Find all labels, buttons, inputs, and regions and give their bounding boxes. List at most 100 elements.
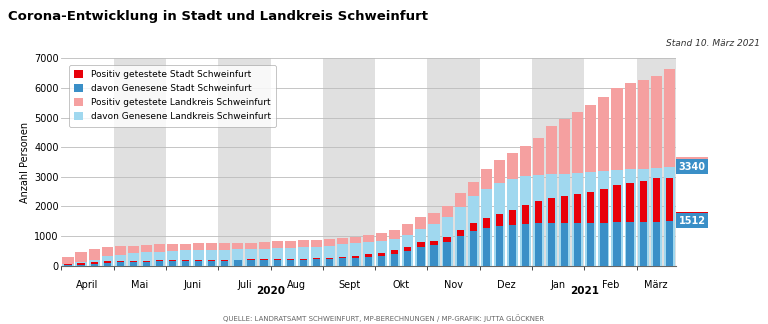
Legend: Positiv getestete Stadt Schweinfurt, davon Genesene Stadt Schweinfurt, Positiv g: Positiv getestete Stadt Schweinfurt, dav… [69,65,276,127]
Bar [378,253,386,266]
Bar [208,260,215,266]
Bar [415,216,426,266]
Bar [481,189,492,266]
Bar [286,259,294,266]
Text: Feb: Feb [602,281,619,291]
Bar [650,168,662,266]
Bar [496,214,503,266]
Text: Juni: Juni [183,281,201,291]
Bar [443,242,451,266]
Bar [130,262,137,266]
Bar [614,185,621,266]
Bar [104,263,111,266]
Bar [481,169,492,266]
Bar [169,261,176,266]
Bar [78,263,84,266]
Text: Juli: Juli [237,281,252,291]
Bar [323,58,376,266]
Bar [272,249,283,266]
Bar [417,242,425,266]
Bar [637,58,676,266]
Bar [365,257,372,266]
Bar [259,249,270,266]
Text: 3340: 3340 [678,162,706,172]
Bar [522,205,529,266]
Bar [653,179,660,266]
Bar [180,250,191,266]
Bar [637,168,649,266]
Bar [378,256,386,266]
Bar [143,261,150,266]
Bar [601,223,607,266]
Bar [494,183,505,266]
Bar [640,222,647,266]
Bar [207,250,217,266]
Bar [313,259,320,266]
Bar [469,224,477,266]
Bar [127,253,139,266]
Bar [101,256,113,266]
Bar [350,237,361,266]
Bar [208,261,215,266]
Bar [389,230,400,266]
Bar [624,169,636,266]
Bar [561,196,568,266]
Text: April: April [76,281,99,291]
Bar [114,246,126,266]
Bar [311,247,322,266]
Bar [585,105,597,266]
Text: Sept: Sept [338,281,360,291]
Bar [260,260,268,266]
Bar [247,260,255,266]
Bar [455,207,465,266]
Bar [207,243,217,266]
Bar [337,245,348,266]
Bar [337,238,348,266]
Bar [546,126,558,266]
Bar [91,262,98,266]
Bar [664,69,675,266]
Bar [535,201,542,266]
Bar [233,243,243,266]
Bar [572,173,584,266]
Bar [156,261,163,266]
Text: Nov: Nov [444,281,463,291]
Bar [300,260,307,266]
Bar [402,224,413,266]
Bar [442,217,452,266]
Bar [653,222,660,266]
Bar [443,237,451,266]
Bar [574,194,581,266]
Bar [614,222,621,266]
Bar [650,76,662,266]
Bar [468,182,478,266]
Bar [272,241,283,266]
Text: Dez: Dez [497,281,515,291]
Bar [234,260,241,266]
Bar [404,251,412,266]
Bar [533,138,545,266]
Text: Jan: Jan [551,281,566,291]
Bar [286,260,294,266]
Bar [156,260,163,266]
Bar [182,261,189,266]
Bar [559,119,571,266]
Bar [572,112,584,266]
Bar [88,260,100,266]
Bar [350,243,361,266]
Bar [220,249,230,266]
Bar [273,260,281,266]
Bar [428,58,480,266]
Bar [234,260,241,266]
Bar [363,242,374,266]
Text: Corona-Entwicklung in Stadt und Landkreis Schweinfurt: Corona-Entwicklung in Stadt und Landkrei… [8,10,428,23]
Bar [535,224,542,266]
Bar [117,262,124,266]
Bar [193,243,204,266]
Bar [167,244,178,266]
Bar [91,264,98,266]
Bar [324,239,335,266]
Text: QUELLE: LANDRATSAMT SCHWEINFURT, MP-BERECHNUNGEN / MP-GRAFIK: JUTTA GLÖCKNER: QUELLE: LANDRATSAMT SCHWEINFURT, MP-BERE… [223,315,545,322]
Bar [365,254,372,266]
Bar [167,251,178,266]
